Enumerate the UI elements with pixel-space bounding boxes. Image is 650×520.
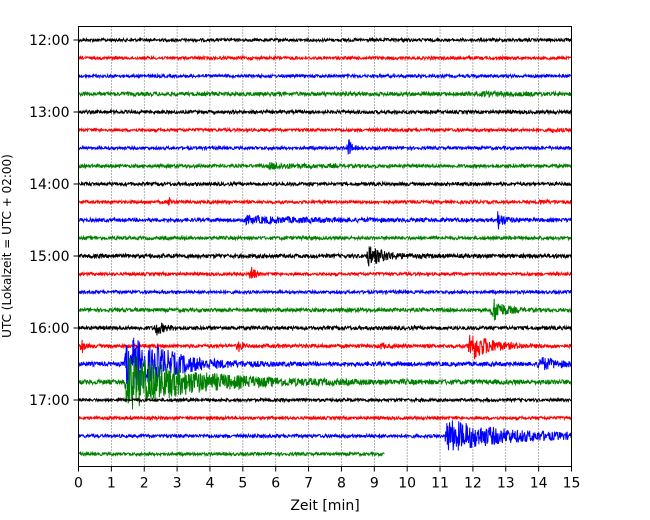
seismic-trace-1500: [78, 246, 572, 267]
x-axis-ticks: 0 1 2 3 4 5 6 7 8 9 10 11 12 13 14 15: [74, 466, 581, 492]
seismic-trace-1345: [78, 161, 572, 171]
x-tick-label: 9: [370, 476, 379, 492]
x-tick-label: 10: [398, 476, 416, 492]
seismic-trace-1630: [78, 337, 572, 393]
seismic-trace-1215: [78, 54, 572, 62]
seismic-trace-1530: [78, 288, 572, 296]
y-tick-label: 17:00: [29, 393, 69, 409]
y-tick-label: 16:00: [29, 321, 69, 337]
x-tick-label: 8: [337, 476, 346, 492]
y-axis-ticks: 12:00 13:00 14:00 15:00 16:00 17:00: [29, 33, 79, 409]
seismic-trace-1700: [78, 396, 572, 404]
x-tick-label: 4: [206, 476, 215, 492]
y-axis-label: UTC (Lokalzeit = UTC + 02:00): [0, 154, 14, 338]
seismic-trace-1200: [78, 36, 572, 44]
seismic-trace-1400: [78, 180, 572, 188]
grid-lines: [111, 26, 539, 467]
y-tick-label: 15:00: [29, 249, 69, 265]
y-tick-label: 12:00: [29, 33, 69, 49]
seismic-trace-1545: [78, 298, 572, 321]
seismic-trace-1445: [78, 234, 572, 242]
x-tick-label: 12: [464, 476, 482, 492]
seismic-trace-1430: [78, 211, 572, 230]
seismic-trace-1330: [78, 139, 572, 155]
seismic-trace-1715: [78, 414, 572, 422]
seismic-trace-1415: [78, 197, 572, 206]
x-tick-label: 13: [497, 476, 515, 492]
x-tick-label: 14: [530, 476, 548, 492]
x-tick-label: 11: [431, 476, 449, 492]
seismic-trace-1615: [78, 334, 572, 360]
x-tick-label: 2: [140, 476, 149, 492]
seismic-trace-1515: [78, 266, 572, 279]
y-tick-label: 14:00: [29, 177, 69, 193]
x-tick-label: 7: [304, 476, 313, 492]
seismic-trace-1230: [78, 72, 572, 80]
x-tick-label: 15: [563, 476, 581, 492]
seismic-trace-1245: [78, 89, 572, 99]
seismic-trace-1745: [78, 450, 385, 458]
x-tick-label: 0: [74, 476, 83, 492]
seismic-trace-1730: [78, 420, 572, 451]
x-tick-label: 5: [238, 476, 247, 492]
seismic-trace-1600: [78, 322, 572, 336]
seismic-trace-1645: [78, 356, 572, 410]
x-tick-label: 6: [271, 476, 280, 492]
plot-frame: [78, 26, 572, 467]
seismic-trace-1300: [78, 108, 572, 116]
x-tick-label: 1: [107, 476, 116, 492]
x-tick-label: 3: [173, 476, 182, 492]
x-axis-label: Zeit [min]: [290, 498, 359, 514]
seismic-traces: [78, 36, 572, 458]
seismic-trace-1315: [78, 126, 572, 134]
y-tick-label: 13:00: [29, 105, 69, 121]
